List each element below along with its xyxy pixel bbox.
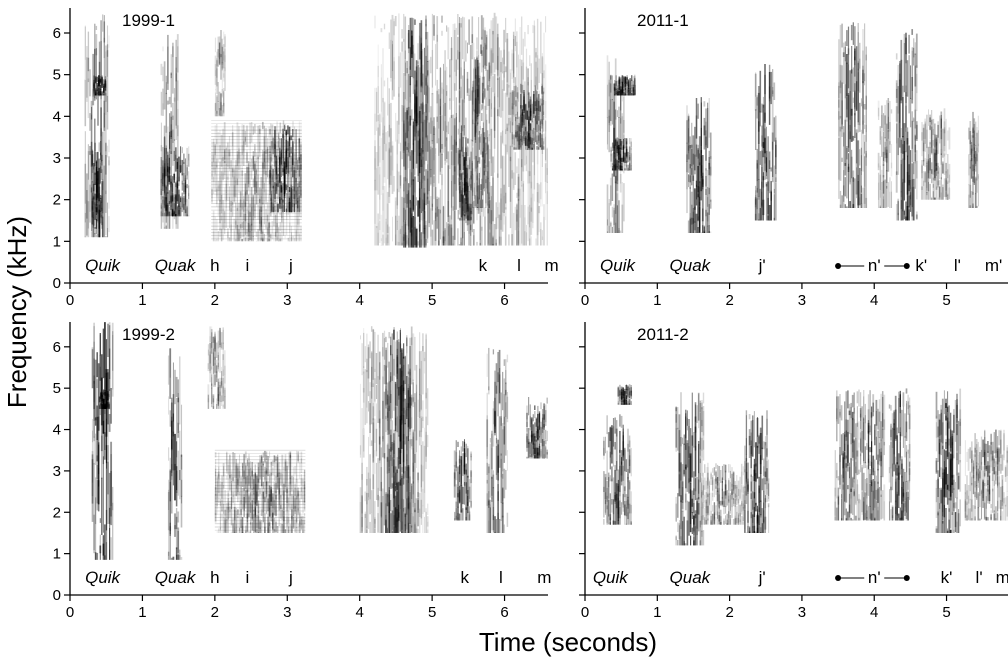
y-tick-label: 2 bbox=[53, 504, 61, 521]
syllable-label: Quak bbox=[155, 568, 197, 587]
x-tick-label: 6 bbox=[500, 292, 508, 309]
x-tick-label: 6 bbox=[500, 604, 508, 621]
y-tick-label: 0 bbox=[53, 587, 61, 604]
x-tick-label: 5 bbox=[942, 292, 950, 309]
spectrogram-marks bbox=[606, 22, 980, 233]
y-tick-label: 1 bbox=[53, 233, 61, 250]
label-band bbox=[71, 559, 547, 594]
syllable-label: Quik bbox=[85, 568, 121, 587]
x-tick-label: 1 bbox=[138, 604, 146, 621]
spectrogram-panel-1999-2: 0 1 2 3 4 5 6 0 1 2 3 4 5 6 1999-2 Quik Quak h i j k l m bbox=[53, 322, 551, 621]
y-tick-label: 4 bbox=[53, 108, 61, 125]
syllable-label: m bbox=[537, 568, 551, 587]
x-tick-label: 0 bbox=[66, 292, 74, 309]
y-tick-label: 5 bbox=[53, 380, 61, 397]
syllable-label: j' bbox=[758, 256, 766, 275]
x-tick-label: 4 bbox=[356, 604, 364, 621]
syllable-label: l bbox=[499, 568, 503, 587]
spectrogram-marks bbox=[84, 12, 548, 250]
spectrogram-panel-2011-1: 0 1 2 3 4 5 2011-1 Quik Quak j' n' k' l' m' bbox=[579, 8, 1008, 309]
x-tick-label: 3 bbox=[798, 292, 806, 309]
y-tick-label: 0 bbox=[53, 275, 61, 292]
x-tick-label: 0 bbox=[581, 292, 589, 309]
x-tick-label: 3 bbox=[283, 604, 291, 621]
x-tick-label: 2 bbox=[725, 292, 733, 309]
syllable-label: h bbox=[210, 256, 219, 275]
syllable-label: Quik bbox=[85, 256, 121, 275]
x-tick-label: 2 bbox=[211, 292, 219, 309]
syllable-label: l bbox=[517, 256, 521, 275]
x-tick-label: 4 bbox=[870, 292, 878, 309]
spectrogram-marks bbox=[603, 384, 1008, 546]
label-band bbox=[586, 247, 1007, 282]
x-tick-label: 5 bbox=[428, 292, 436, 309]
syllable-label: Quik bbox=[600, 256, 636, 275]
syllable-label: k' bbox=[915, 256, 927, 275]
x-tick-label: 1 bbox=[138, 292, 146, 309]
syllable-label: i bbox=[246, 568, 250, 587]
syllable-label: k bbox=[460, 568, 469, 587]
range-dot-end bbox=[903, 263, 910, 269]
y-tick-label: 4 bbox=[53, 422, 61, 439]
x-tick-label: 0 bbox=[66, 604, 74, 621]
y-tick-label: 1 bbox=[53, 546, 61, 563]
spectrogram-marks bbox=[91, 322, 548, 562]
label-band bbox=[71, 247, 547, 282]
syllable-label: j bbox=[288, 568, 293, 587]
syllable-label: Quak bbox=[670, 256, 712, 275]
panel-title: 2011-1 bbox=[637, 11, 689, 30]
x-tick-label: 3 bbox=[283, 292, 291, 309]
panel-title: 1999-2 bbox=[122, 325, 175, 344]
spectrogram-panel-1999-1: 0 1 2 3 4 5 6 0 1 2 3 4 5 6 1999-1 Quik Quak h i j k l m bbox=[53, 8, 559, 309]
syllable-label: n' bbox=[868, 256, 881, 275]
y-tick-label: 3 bbox=[53, 463, 61, 480]
y-tick-label: 6 bbox=[53, 25, 61, 42]
y-tick-label: 6 bbox=[53, 339, 61, 356]
x-tick-label: 4 bbox=[356, 292, 364, 309]
syllable-label: k bbox=[479, 256, 488, 275]
syllable-label: m' bbox=[985, 256, 1002, 275]
syllable-label: j bbox=[288, 256, 293, 275]
y-axis-label: Frequency (kHz) bbox=[2, 216, 32, 408]
syllable-label: Quak bbox=[155, 256, 197, 275]
syllable-label: m bbox=[545, 256, 559, 275]
panel-title: 1999-1 bbox=[122, 11, 175, 30]
x-tick-label: 5 bbox=[428, 604, 436, 621]
y-tick-label: 3 bbox=[53, 150, 61, 167]
x-tick-label: 2 bbox=[211, 604, 219, 621]
x-tick-label: 1 bbox=[653, 292, 661, 309]
syllable-label: l' bbox=[954, 256, 961, 275]
y-tick-label: 2 bbox=[53, 192, 61, 209]
x-axis-label: Time (seconds) bbox=[479, 627, 657, 657]
syllable-label: i bbox=[246, 256, 250, 275]
range-dot-start bbox=[835, 263, 842, 269]
y-tick-label: 5 bbox=[53, 67, 61, 84]
syllable-label: h bbox=[210, 568, 219, 587]
